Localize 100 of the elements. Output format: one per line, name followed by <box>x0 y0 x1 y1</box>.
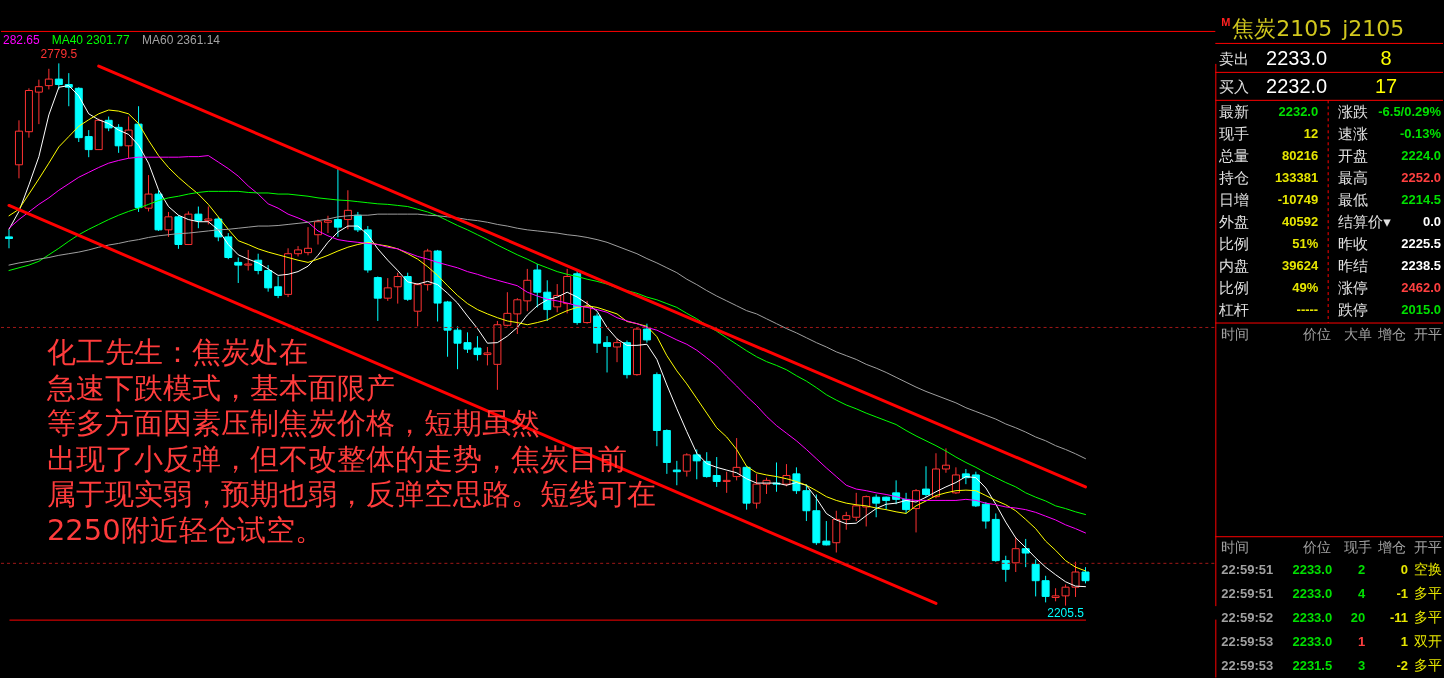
text: 焦炭2105 <box>1232 16 1333 42</box>
text: -6.5/0.29% <box>1378 104 1442 120</box>
candlestick <box>732 437 741 481</box>
text: 2214.5 <box>1401 192 1441 208</box>
text: 空换 <box>1414 560 1443 577</box>
candlestick <box>304 226 313 256</box>
candlestick <box>882 496 891 511</box>
text: 比例 <box>1219 235 1250 254</box>
text: 开平 <box>1414 538 1443 555</box>
text: 多平 <box>1414 656 1443 673</box>
candlestick <box>523 268 532 312</box>
candlestick <box>274 275 283 299</box>
text: 40592 <box>1282 214 1319 230</box>
annotation: 急速下跌模式，基本面限产 <box>45 370 395 405</box>
text: 价位 <box>1302 538 1332 555</box>
text: 速涨 <box>1338 125 1369 144</box>
candlestick <box>872 493 881 518</box>
candlestick <box>862 495 871 527</box>
text: -2 <box>1396 657 1409 673</box>
candlestick <box>383 277 392 302</box>
candlestick <box>264 264 273 293</box>
text: 大单 <box>1344 326 1373 342</box>
text: 最低 <box>1338 191 1369 210</box>
text: 2233.0 <box>1292 585 1333 601</box>
text: 22:59:51 <box>1221 561 1274 577</box>
text: 总量 <box>1218 147 1250 166</box>
text: 比例 <box>1219 279 1250 298</box>
text: 日增 <box>1219 191 1250 210</box>
text: 133381 <box>1274 170 1319 186</box>
text: 0 <box>1400 561 1409 577</box>
text: 282.65 <box>3 33 40 48</box>
candlestick <box>54 62 63 90</box>
annotation: 化工先生：焦炭处在 <box>46 334 308 369</box>
candlestick <box>1021 538 1030 568</box>
text: 1 <box>1400 633 1409 649</box>
text: 最新 <box>1219 103 1250 122</box>
candlestick <box>34 79 43 125</box>
text: 2233.0 <box>1292 633 1333 649</box>
text: 4 <box>1357 585 1366 601</box>
text: 内盘 <box>1219 257 1250 276</box>
candlestick <box>672 460 681 486</box>
text: 12 <box>1303 126 1319 142</box>
annotation: 属于现实弱，预期也弱，反弹空思路。短线可在 <box>46 477 656 512</box>
candlestick <box>583 300 592 325</box>
candlestick <box>852 492 861 522</box>
candlestick <box>403 272 412 302</box>
text: 昨结 <box>1338 257 1369 276</box>
candlestick <box>712 456 721 488</box>
text: 2462.0 <box>1401 280 1441 296</box>
text: 2233.0 <box>1292 609 1333 625</box>
candlestick <box>323 215 332 234</box>
candlestick <box>642 323 651 344</box>
candlestick <box>84 129 93 158</box>
text: 22:59:52 <box>1221 609 1274 625</box>
text: 22:59:51 <box>1221 585 1274 601</box>
text: -1 <box>1396 585 1409 601</box>
candlestick <box>124 116 133 159</box>
text: 买入 <box>1219 78 1250 97</box>
text: 多平 <box>1414 584 1443 601</box>
candlestick <box>4 229 13 249</box>
annotation: 2205.5 <box>1047 605 1085 620</box>
text: 2015.0 <box>1401 302 1441 318</box>
text: -0.13% <box>1399 126 1442 142</box>
candlestick <box>722 471 731 494</box>
text: 1 <box>1357 633 1366 649</box>
text: 51% <box>1292 236 1319 252</box>
candlestick <box>373 275 382 322</box>
text: 昨收 <box>1338 235 1369 254</box>
text: 杠杆 <box>1218 301 1250 320</box>
text: 2233.0 <box>1292 561 1333 577</box>
text: 2232.0 <box>1266 75 1328 98</box>
text: MA40 2301.77 <box>51 33 130 48</box>
text: 价位 <box>1302 326 1332 342</box>
candlestick <box>393 272 402 305</box>
text: 最高 <box>1338 169 1369 188</box>
candlestick <box>832 510 841 553</box>
text: 时间 <box>1221 326 1250 342</box>
candlestick <box>941 447 950 474</box>
candlestick <box>682 452 691 478</box>
text: 多平 <box>1414 608 1443 625</box>
candlestick <box>224 232 233 260</box>
candlestick <box>533 263 542 308</box>
text: 3 <box>1357 657 1366 673</box>
annotation: 2250附近轻仓试空。 <box>46 512 324 547</box>
annotation: 2779.5 <box>40 47 78 62</box>
text: 2252.0 <box>1401 170 1441 186</box>
text: 双开 <box>1414 632 1443 649</box>
text: 跌停 <box>1338 301 1369 320</box>
text: 22:59:53 <box>1221 657 1274 673</box>
candlestick <box>234 257 243 284</box>
text: ----- <box>1296 302 1319 318</box>
candlestick <box>194 206 203 229</box>
text: j2105 <box>1341 16 1405 42</box>
text: 涨跌 <box>1338 103 1369 122</box>
text: 现手 <box>1344 538 1373 555</box>
text: 现手 <box>1219 125 1250 144</box>
candlestick <box>333 168 342 238</box>
text: 0.0 <box>1422 214 1441 230</box>
text: 22:59:53 <box>1221 633 1274 649</box>
text: 开盘 <box>1338 147 1369 166</box>
